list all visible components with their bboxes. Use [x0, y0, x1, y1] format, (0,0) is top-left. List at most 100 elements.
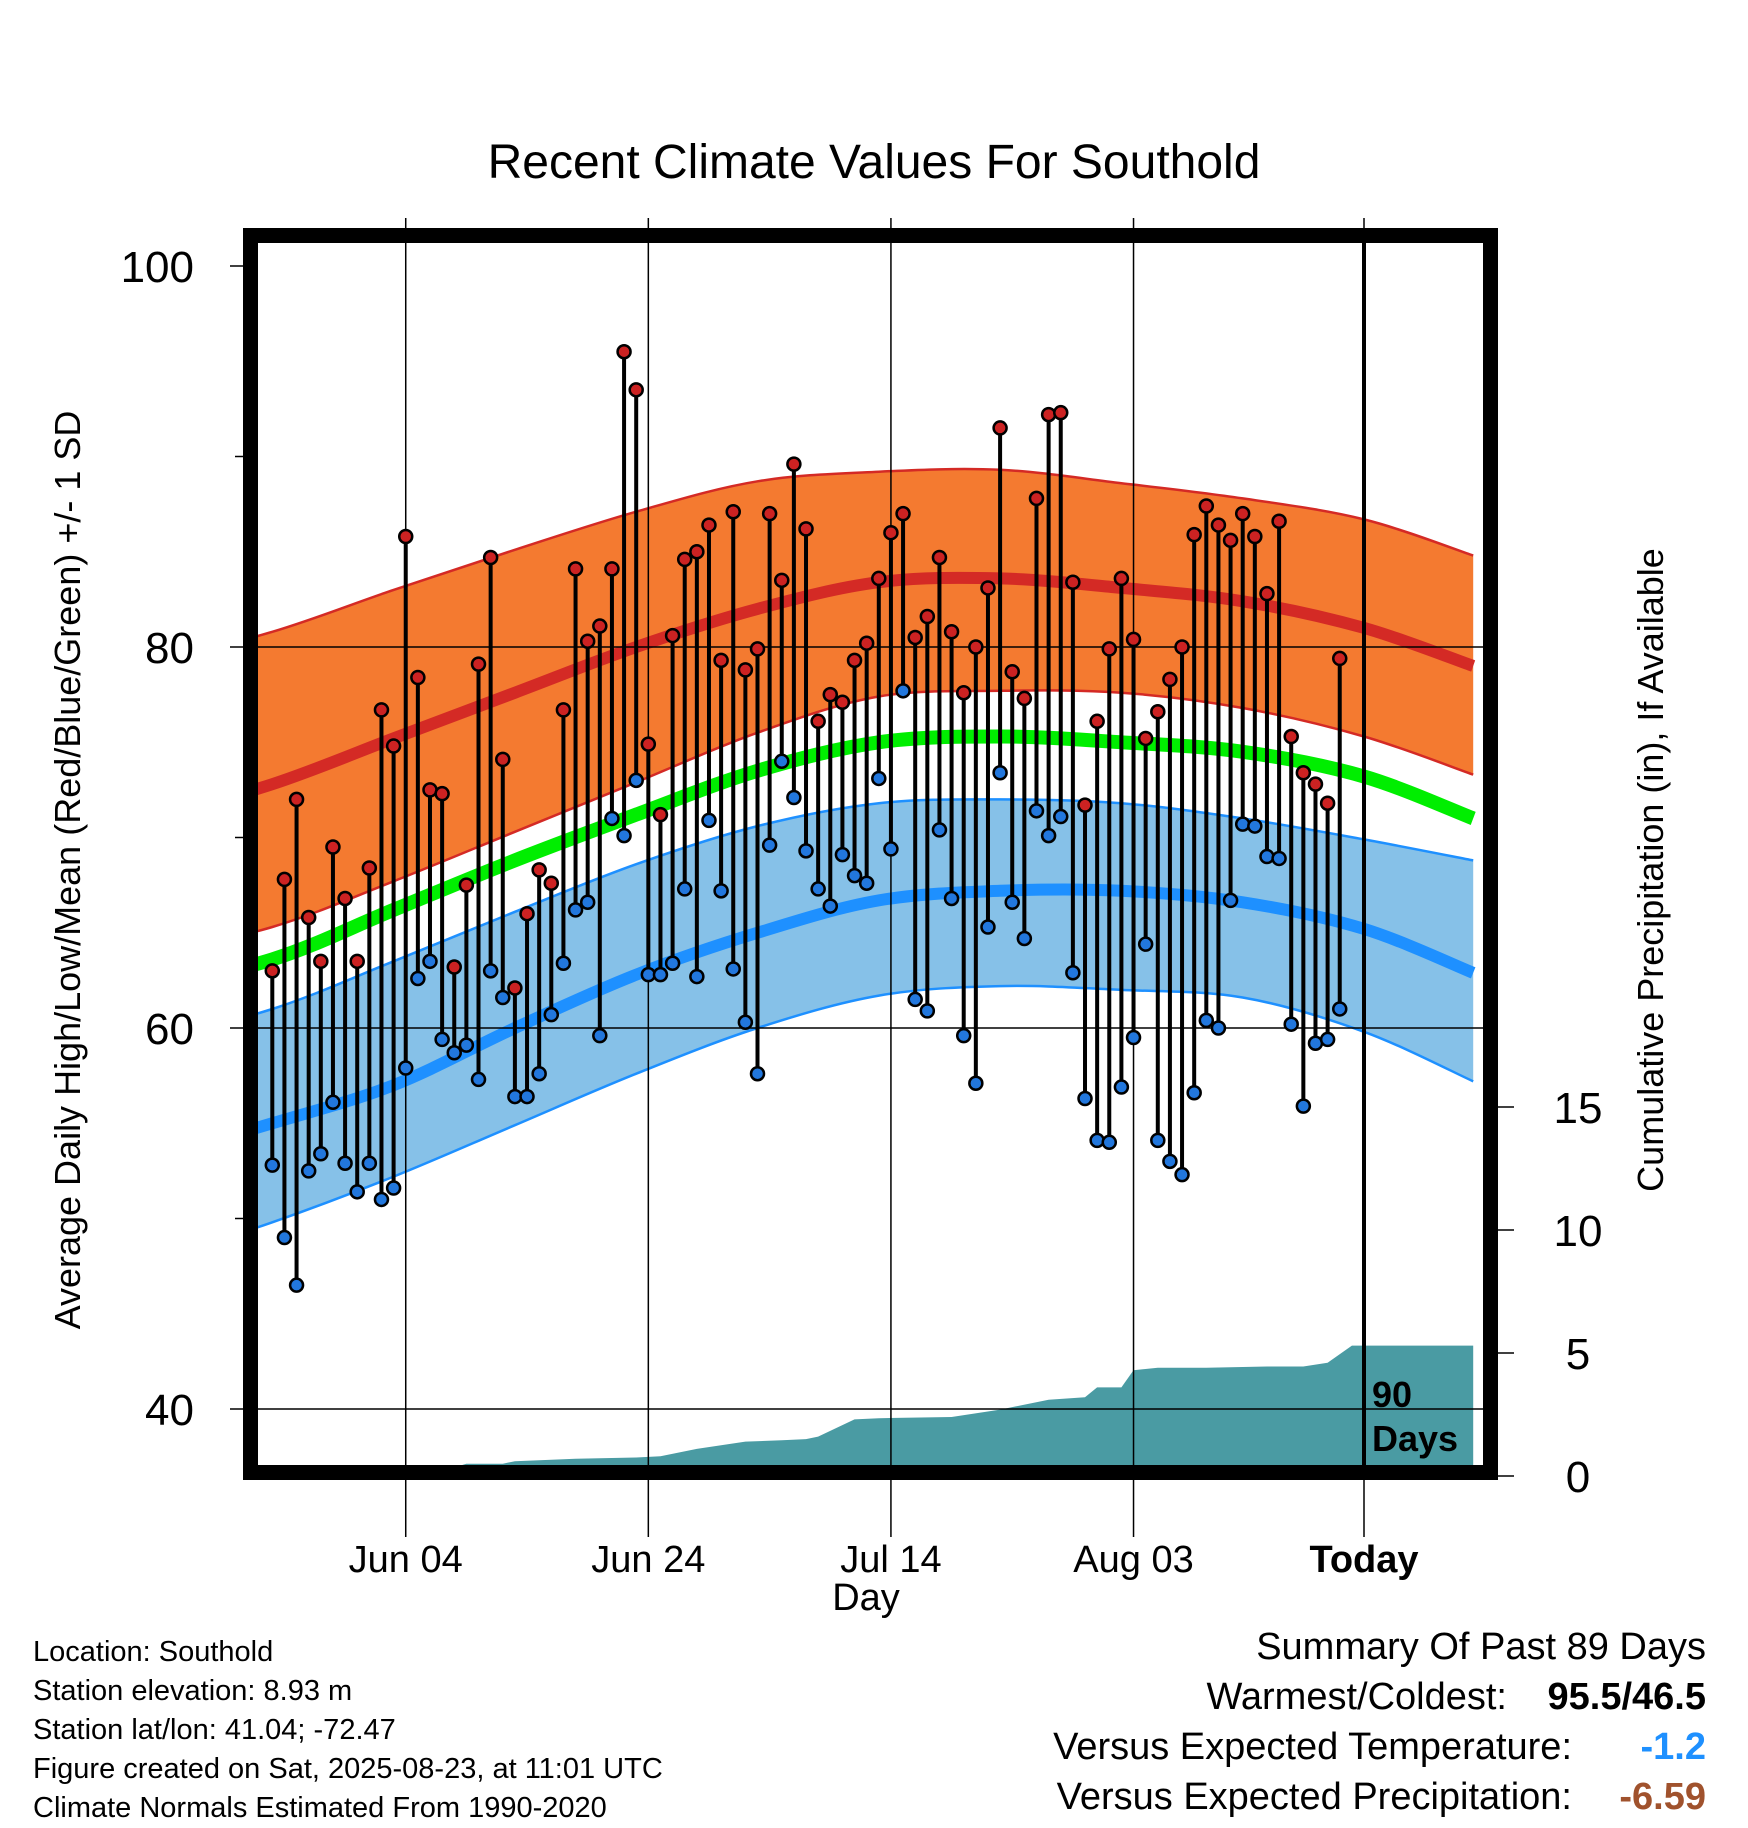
daily-low-point — [968, 1075, 984, 1091]
daily-low-point — [1077, 1090, 1093, 1107]
daily-high-point — [1004, 664, 1020, 680]
daily-low-point — [1247, 818, 1263, 834]
daily-high-point — [300, 909, 317, 926]
daily-low-point — [1113, 1079, 1130, 1095]
daily-low-point — [361, 1155, 378, 1172]
daily-low-point — [543, 1006, 560, 1023]
daily-high-point — [337, 890, 353, 907]
daily-high-point — [822, 686, 839, 703]
daily-low-point — [1259, 848, 1275, 865]
daily-high-point — [1125, 631, 1142, 648]
daily-series — [264, 343, 1348, 1293]
temp-anomaly-row: Versus Expected Temperature: -1.2 — [1053, 1722, 1706, 1772]
daily-low-point — [495, 989, 511, 1006]
daily-low-point — [337, 1155, 353, 1172]
daily-low-point — [628, 772, 644, 789]
summary-panel: Summary Of Past 89 Days Warmest/Coldest:… — [1053, 1622, 1706, 1822]
daily-high-point — [689, 544, 705, 560]
precip-anomaly-label: Versus Expected Precipitation: — [1056, 1776, 1572, 1818]
daily-high-point — [397, 528, 414, 545]
daily-high-point — [1016, 690, 1033, 707]
daily-low-point — [1198, 1012, 1215, 1029]
daily-high-point — [701, 517, 717, 533]
daily-low-point — [652, 966, 669, 983]
daily-high-point — [858, 635, 875, 651]
daily-low-point — [531, 1065, 547, 1082]
high-sd-band — [258, 469, 1474, 932]
daily-low-point — [1101, 1134, 1118, 1151]
daily-low-point — [1125, 1029, 1142, 1046]
daily-low-point — [1028, 803, 1045, 819]
daily-high-point — [1162, 671, 1178, 688]
daily-low-point — [907, 991, 923, 1008]
x-tick-label: Aug 03 — [1073, 1539, 1193, 1581]
daily-low-point — [664, 955, 681, 971]
x-tick-label: Jun 04 — [349, 1539, 463, 1581]
daily-high-point — [313, 953, 329, 970]
daily-low-point — [422, 953, 438, 970]
daily-high-point — [1234, 505, 1251, 522]
low-lower-line — [258, 984, 1474, 1229]
y2-axis-label: Cumulative Precipitation (in), If Availa… — [1630, 548, 1671, 1192]
daily-high-point — [1053, 404, 1069, 421]
y2-tick-label: 5 — [1566, 1330, 1590, 1379]
window-label: Days — [1372, 1418, 1458, 1459]
location-text: Location: Southold — [33, 1636, 274, 1668]
daily-high-point — [446, 959, 462, 975]
daily-high-point — [349, 953, 365, 970]
y-tick-label: 80 — [145, 624, 194, 673]
daily-high-point — [507, 980, 523, 996]
daily-high-point — [895, 505, 911, 522]
daily-low-point — [749, 1065, 766, 1082]
daily-low-point — [810, 881, 826, 897]
daily-low-point — [1295, 1098, 1312, 1114]
daily-low-point — [955, 1027, 972, 1044]
daily-low-point — [786, 789, 802, 806]
daily-low-point — [931, 822, 948, 838]
daily-high-point — [713, 652, 729, 669]
daily-low-point — [822, 898, 839, 914]
normals-text: Climate Normals Estimated From 1990-2020 — [33, 1792, 607, 1824]
daily-high-point — [1077, 797, 1093, 813]
daily-high-point — [361, 860, 378, 876]
y-tick-label: 100 — [121, 243, 194, 292]
precip-anomaly-row: Versus Expected Precipitation: -6.59 — [1053, 1772, 1706, 1822]
daily-low-point — [1162, 1153, 1178, 1170]
daily-high-point — [288, 791, 305, 808]
daily-high-point — [907, 629, 923, 646]
precipitation-area — [458, 1345, 1474, 1466]
plot-border — [243, 228, 1498, 1480]
value-separator: / — [1621, 1676, 1633, 1718]
daily-high-point — [761, 505, 778, 522]
daily-high-point — [834, 694, 851, 710]
daily-high-point — [1198, 498, 1215, 514]
daily-high-point — [1186, 526, 1202, 543]
daily-low-point — [410, 970, 426, 987]
daily-high-point — [592, 618, 608, 634]
daily-low-point — [992, 764, 1008, 781]
warmest-coldest-row: Warmest/Coldest: 95.5/46.5 — [1053, 1672, 1706, 1722]
coldest-value: 46.5 — [1632, 1676, 1706, 1718]
daily-low-point — [458, 1037, 475, 1053]
y-tick-label: 60 — [145, 1005, 194, 1054]
daily-low-point — [1040, 827, 1057, 844]
daily-low-point — [349, 1184, 365, 1200]
daily-high-point — [640, 736, 657, 752]
daily-high-point — [749, 641, 766, 657]
daily-high-point — [846, 652, 863, 669]
daily-high-point — [919, 608, 936, 625]
daily-low-point — [616, 827, 632, 844]
window-label: 90 — [1372, 1374, 1412, 1415]
normal-mean-line — [258, 729, 1476, 971]
daily-high-point — [543, 875, 560, 891]
daily-low-point — [737, 1014, 754, 1031]
daily-low-point — [519, 1088, 535, 1105]
daily-high-point — [1028, 490, 1045, 507]
daily-high-point — [434, 785, 450, 802]
daily-high-point — [458, 877, 475, 893]
summary-title: Summary Of Past 89 Days — [1256, 1626, 1706, 1668]
daily-low-point — [325, 1094, 341, 1111]
daily-high-point — [1210, 517, 1227, 533]
daily-low-point — [567, 902, 584, 918]
